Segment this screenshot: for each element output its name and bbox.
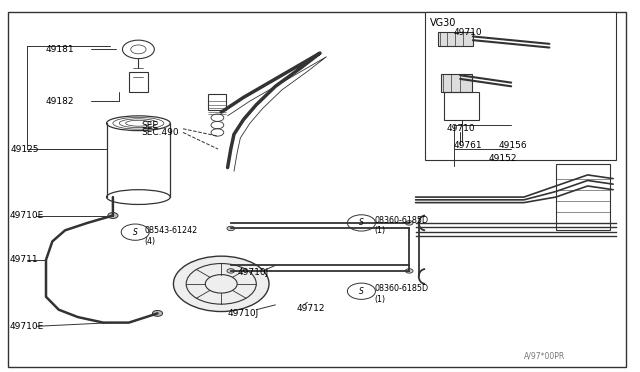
Text: 49710J: 49710J bbox=[228, 309, 259, 318]
Text: 49761: 49761 bbox=[454, 141, 483, 150]
Bar bbox=[438, 32, 473, 46]
Text: 08360-6185D
(1): 08360-6185D (1) bbox=[374, 284, 428, 304]
Text: SEC.490: SEC.490 bbox=[141, 128, 179, 137]
Circle shape bbox=[405, 221, 413, 225]
Bar bbox=[425, 13, 616, 160]
Bar bbox=[441, 74, 472, 92]
Bar bbox=[444, 92, 479, 119]
Text: 08360-6185D
(1): 08360-6185D (1) bbox=[374, 216, 428, 235]
Text: 49710: 49710 bbox=[454, 28, 483, 37]
Circle shape bbox=[108, 212, 118, 218]
Text: SEE: SEE bbox=[141, 121, 159, 129]
Bar bbox=[209, 94, 227, 110]
Circle shape bbox=[405, 269, 413, 273]
Text: 49710E: 49710E bbox=[10, 322, 44, 331]
Text: 49181: 49181 bbox=[46, 45, 75, 54]
Text: 49156: 49156 bbox=[499, 141, 527, 150]
Circle shape bbox=[348, 215, 376, 231]
Text: 49152: 49152 bbox=[489, 154, 517, 163]
Text: 08543-61242
(4): 08543-61242 (4) bbox=[145, 226, 198, 246]
Text: 49710: 49710 bbox=[446, 124, 475, 133]
Circle shape bbox=[348, 283, 376, 299]
Text: 49125: 49125 bbox=[11, 145, 40, 154]
Text: 49182: 49182 bbox=[46, 97, 74, 106]
Text: S: S bbox=[359, 218, 364, 227]
Text: S: S bbox=[132, 228, 138, 237]
Text: 49711: 49711 bbox=[10, 255, 38, 264]
Text: 49710E: 49710E bbox=[10, 211, 44, 220]
Text: A/97*00PR: A/97*00PR bbox=[524, 351, 565, 360]
Text: VG30: VG30 bbox=[429, 18, 456, 28]
Bar bbox=[556, 164, 610, 230]
Circle shape bbox=[173, 256, 269, 311]
Text: S: S bbox=[359, 287, 364, 296]
Circle shape bbox=[121, 224, 149, 240]
Circle shape bbox=[227, 269, 235, 273]
Text: 49712: 49712 bbox=[296, 304, 325, 313]
Bar bbox=[129, 71, 148, 92]
Text: 49710J: 49710J bbox=[237, 268, 268, 277]
Circle shape bbox=[152, 310, 163, 316]
Circle shape bbox=[227, 226, 235, 231]
